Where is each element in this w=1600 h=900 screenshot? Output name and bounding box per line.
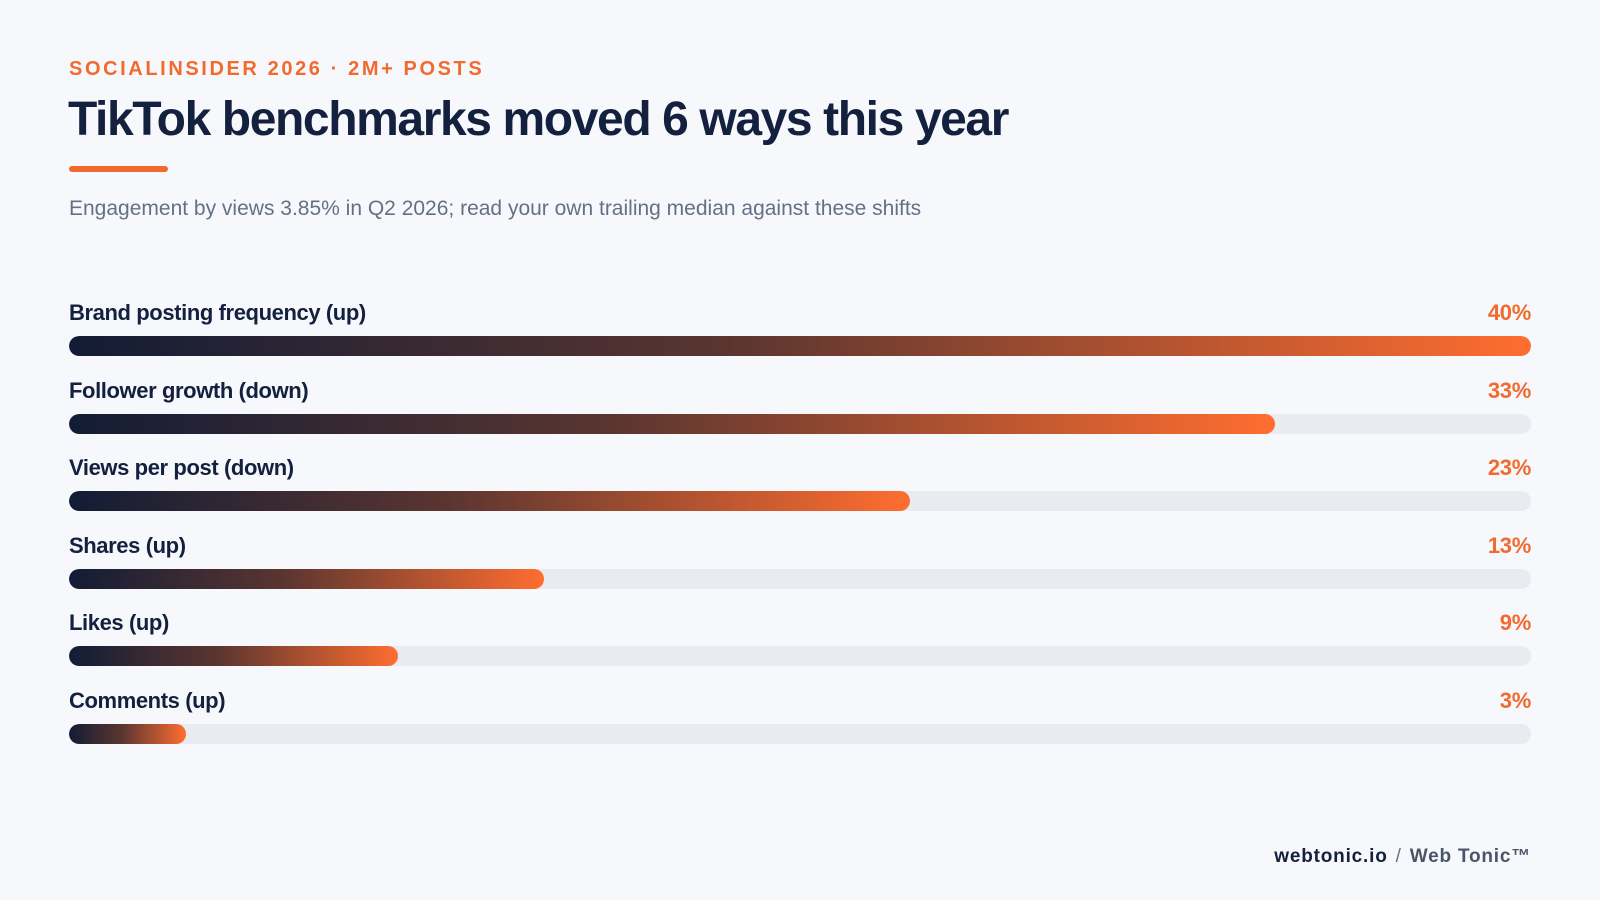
bar-row: Views per post (down) 23% (69, 453, 1531, 531)
bar-track (69, 723, 1531, 744)
page-subtitle: Engagement by views 3.85% in Q2 2026; re… (69, 197, 922, 220)
bar-row: Comments (up) 3% (69, 686, 1531, 764)
bar-row: Brand posting frequency (up) 40% (69, 298, 1531, 376)
bar-fill (69, 568, 545, 589)
bar-chart: Brand posting frequency (up) 40% Follower … (69, 298, 1531, 763)
footer-brand: Web Tonic™ (1409, 846, 1531, 867)
bar-row: Follower growth (down) 33% (69, 376, 1531, 454)
bar-fill (69, 491, 910, 511)
page-title: TikTok benchmarks moved 6 ways this year (68, 93, 1009, 146)
bar-row: Likes (up) 9% (69, 608, 1531, 686)
bar-label: Likes (up) (69, 610, 169, 635)
bar-label: Views per post (down) (69, 455, 294, 480)
bar-value-label: 23% (1487, 455, 1531, 480)
bar-value-label: 3% (1499, 687, 1532, 713)
bar-fill (69, 413, 1276, 434)
bar-value-label: 13% (1487, 532, 1531, 558)
bar-track (69, 491, 1531, 511)
footer-separator: / (1395, 846, 1402, 867)
bar-track (69, 413, 1531, 434)
eyebrow-label: SOCIALINSIDER 2026 · 2M+ POSTS (69, 58, 485, 80)
bar-value-label: 9% (1499, 610, 1532, 635)
title-accent-rule (69, 166, 168, 172)
bar-fill (69, 336, 1531, 356)
bar-fill (69, 646, 398, 666)
bar-value-label: 33% (1487, 377, 1531, 403)
bar-track (69, 336, 1531, 356)
bar-row: Shares (up) 13% (69, 531, 1531, 609)
bar-label: Follower growth (down) (69, 377, 309, 403)
bar-value-label: 40% (1487, 300, 1531, 325)
bar-track (69, 568, 1531, 589)
bar-track (69, 646, 1531, 666)
footer-site[interactable]: webtonic.io (1274, 846, 1388, 867)
bar-label: Brand posting frequency (up) (69, 300, 366, 325)
footer-credit: webtonic.io / Web Tonic™ (1274, 846, 1531, 868)
bar-label: Comments (up) (69, 687, 226, 713)
bar-label: Shares (up) (69, 532, 186, 558)
bar-fill (69, 723, 186, 744)
